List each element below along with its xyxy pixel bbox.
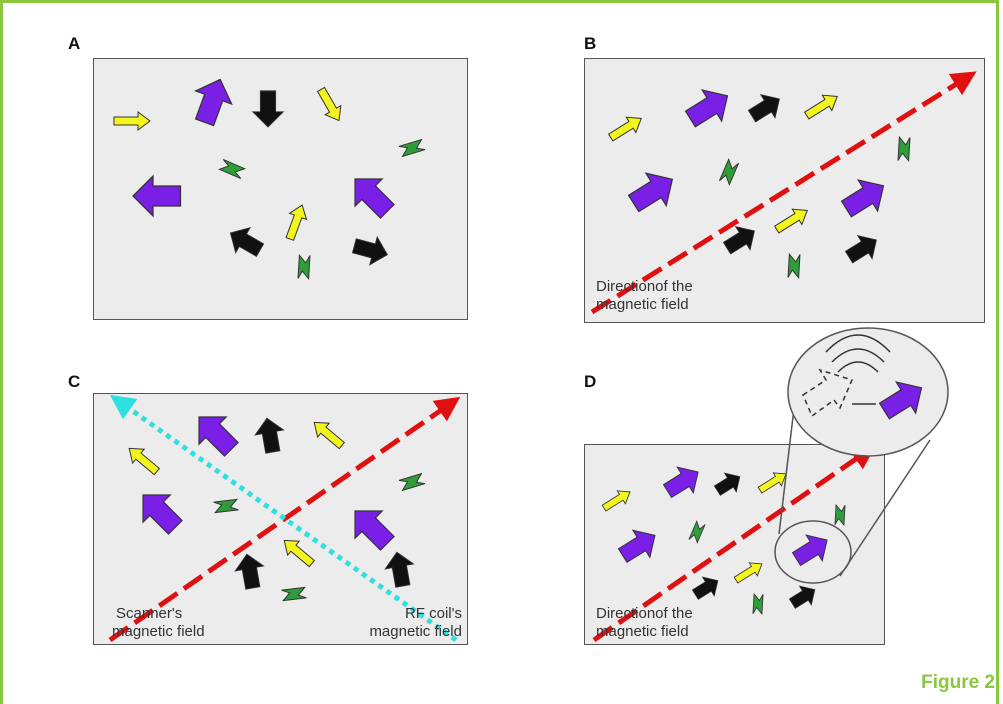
yellow-arrow xyxy=(122,441,164,479)
purple-arrow xyxy=(613,521,664,570)
purple-arrow xyxy=(787,526,836,573)
purple-arrow xyxy=(185,72,239,130)
black-arrow xyxy=(232,551,268,591)
signal-wave-3 xyxy=(825,334,891,353)
black-arrow xyxy=(382,549,418,589)
purple-arrow xyxy=(340,164,402,226)
green-arrow xyxy=(395,131,429,165)
panel-d-spins xyxy=(599,458,855,619)
scanner-field-arrow xyxy=(108,396,461,643)
yellow-arrow xyxy=(277,533,319,571)
yellow-arrow xyxy=(280,201,312,243)
panel-a-spins xyxy=(113,72,429,285)
green-arrow xyxy=(713,156,745,188)
panel-c-left-caption-line1: Scanner's xyxy=(116,605,183,622)
panel-c-left-caption-line2: magnetic field xyxy=(112,623,205,640)
magnifier xyxy=(774,327,949,584)
black-arrow xyxy=(786,579,822,614)
yellow-arrow xyxy=(307,415,349,453)
yellow-arrow xyxy=(771,202,813,238)
panel-c-field-arrows xyxy=(108,394,461,643)
purple-arrow xyxy=(836,169,894,226)
green-arrow xyxy=(776,248,812,284)
panel-b-caption-line2: magnetic field xyxy=(596,296,689,313)
purple-arrow xyxy=(340,496,402,558)
green-arrow xyxy=(286,249,322,285)
yellow-arrow xyxy=(801,88,843,124)
black-arrow xyxy=(744,87,788,129)
signal-wave-1 xyxy=(837,361,879,373)
purple-arrow xyxy=(128,480,190,542)
panel-c-right-caption: RF coil's magnetic field xyxy=(350,605,462,641)
black-arrow xyxy=(711,466,747,501)
panel-label-a: A xyxy=(68,34,81,53)
magnifier-small-ellipse xyxy=(774,520,852,584)
black-arrow xyxy=(252,415,288,455)
magnifier-line-right xyxy=(839,439,931,577)
black-arrow xyxy=(689,570,725,605)
figure-label: Figure 2 xyxy=(921,672,995,693)
panel-a xyxy=(93,58,468,320)
black-arrow xyxy=(222,220,268,264)
purple-arrow xyxy=(622,162,684,221)
black-arrow xyxy=(841,228,885,270)
purple-arrow xyxy=(658,458,707,505)
rf-coil-field-arrow xyxy=(109,394,458,643)
previous-spin-outline xyxy=(802,368,854,418)
purple-arrow xyxy=(680,79,738,136)
green-arrow xyxy=(276,576,312,612)
yellow-arrow xyxy=(599,484,635,516)
green-arrow xyxy=(395,465,429,499)
panel-d-caption-line1: Directionof the xyxy=(596,605,693,622)
purple-arrow xyxy=(132,175,182,217)
yellow-arrow xyxy=(731,556,767,588)
panel-label-b: B xyxy=(584,34,597,53)
panel-c-right-caption-line1: RF coil's xyxy=(404,605,462,622)
yellow-arrow xyxy=(113,111,151,131)
panel-b-field-arrow xyxy=(590,71,977,315)
green-arrow xyxy=(208,488,244,524)
panel-d-field-arrow xyxy=(592,444,877,643)
panel-b-spins xyxy=(605,79,922,284)
panel-label-d: D xyxy=(584,372,597,391)
black-arrow xyxy=(252,90,284,128)
green-arrow xyxy=(743,589,773,619)
panel-c-right-caption-line2: magnetic field xyxy=(369,623,462,640)
yellow-arrow xyxy=(605,110,647,146)
green-arrow xyxy=(886,131,922,167)
panel-label-c: C xyxy=(68,372,81,391)
green-arrow xyxy=(216,153,248,185)
panel-c-left-caption: Scanner's magnetic field xyxy=(112,605,205,641)
panel-d-caption-line2: magnetic field xyxy=(596,623,689,640)
black-arrow xyxy=(350,231,392,270)
green-arrow xyxy=(683,518,711,546)
panel-b-caption: Directionof the magnetic field xyxy=(596,278,693,314)
magnifier-line-left xyxy=(778,399,796,535)
signal-wave-2 xyxy=(831,348,885,363)
yellow-arrow xyxy=(312,84,348,126)
magnifier-large-ellipse xyxy=(787,327,949,457)
green-arrow xyxy=(825,500,855,530)
panel-b-caption-line1: Directionof the xyxy=(596,278,693,295)
panel-d-caption: Directionof the magnetic field xyxy=(596,605,693,641)
